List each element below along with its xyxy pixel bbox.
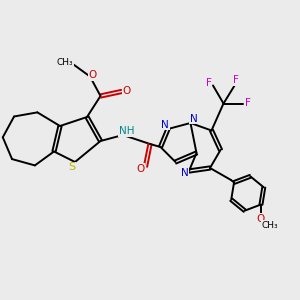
- Text: O: O: [257, 214, 265, 224]
- Text: F: F: [206, 78, 212, 88]
- Text: N: N: [181, 168, 188, 178]
- Text: NH: NH: [119, 126, 134, 136]
- Text: N: N: [161, 120, 169, 130]
- Text: CH₃: CH₃: [57, 58, 74, 67]
- Text: S: S: [68, 162, 76, 172]
- Text: F: F: [233, 75, 239, 85]
- Text: O: O: [136, 164, 144, 174]
- Text: F: F: [245, 98, 251, 109]
- Text: O: O: [123, 86, 131, 97]
- Text: N: N: [190, 114, 197, 124]
- Text: O: O: [88, 70, 97, 80]
- Text: CH₃: CH₃: [262, 221, 278, 230]
